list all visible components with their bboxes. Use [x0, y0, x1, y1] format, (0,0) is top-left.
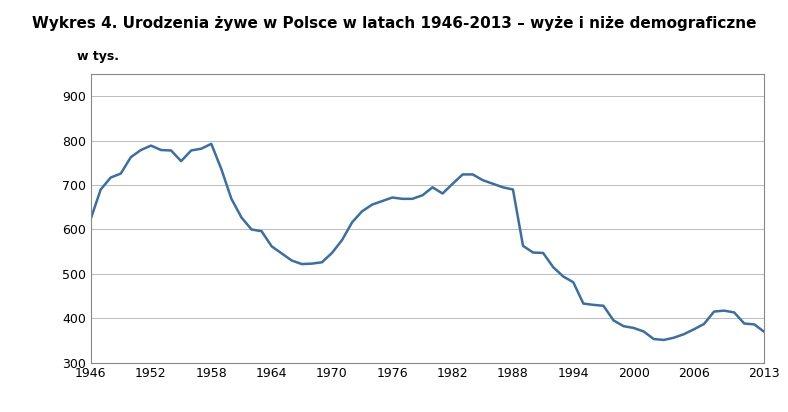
Text: Wykres 4. Urodzenia żywe w Polsce w latach 1946-2013 – wyże i niże demograficzne: Wykres 4. Urodzenia żywe w Polsce w lata…: [32, 16, 756, 31]
Text: w tys.: w tys.: [77, 49, 119, 63]
